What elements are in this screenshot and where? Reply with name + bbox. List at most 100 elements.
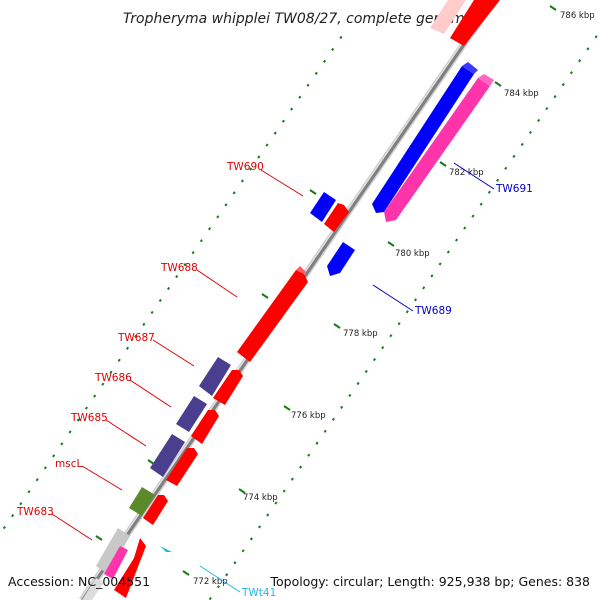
guide-dot xyxy=(331,417,335,421)
magenta-feature[interactable] xyxy=(384,78,490,222)
gene-label-twt41[interactable]: TWt41 xyxy=(241,587,276,599)
gene-label-tw686[interactable]: TW686 xyxy=(94,372,132,384)
guide-dot xyxy=(578,59,582,63)
guide-dot xyxy=(290,477,294,481)
guide-dot xyxy=(504,166,508,170)
tick-label: 778 kbp xyxy=(343,329,378,339)
tick-mark xyxy=(147,459,155,465)
tick-label: 774 kbp xyxy=(243,493,278,503)
gene-label-tw687[interactable]: TW687 xyxy=(117,332,155,344)
forward-strand-features xyxy=(82,192,349,600)
gene-tw686-purple-feature[interactable] xyxy=(176,396,207,432)
guide-dot xyxy=(323,429,327,433)
guide-dot xyxy=(569,71,573,75)
gene-label-tw683[interactable]: TW683 xyxy=(16,506,54,518)
tick-mark xyxy=(494,81,502,87)
guide-dot xyxy=(348,393,352,398)
tick-label: 776 kbp xyxy=(291,411,326,421)
guide-dot xyxy=(125,346,130,350)
guide-dot xyxy=(266,513,270,517)
gene-tw690-blue-feature[interactable] xyxy=(310,192,336,222)
guide-dot xyxy=(225,573,229,577)
guide-dot xyxy=(158,298,162,303)
guide-dot xyxy=(134,334,138,338)
tick-label: 780 kbp xyxy=(395,249,430,259)
tick-mark xyxy=(439,161,447,167)
guide-dot xyxy=(397,322,401,326)
gene-label-mscl[interactable]: mscL xyxy=(55,458,82,470)
guide-dot xyxy=(232,191,236,195)
gene-label-tw685[interactable]: TW685 xyxy=(70,412,108,424)
guide-dot xyxy=(315,441,319,445)
gene-label-tw691[interactable]: TW691 xyxy=(495,183,533,195)
guide-dot xyxy=(216,585,221,589)
guide-dot xyxy=(594,35,598,39)
grey-feature[interactable] xyxy=(96,528,130,574)
tick-mark xyxy=(283,405,291,411)
guide-dot xyxy=(537,118,541,123)
gene-tw690-feature[interactable] xyxy=(324,203,349,232)
gene-tw683-feature[interactable] xyxy=(114,538,146,598)
gene-mscl-olive-feature[interactable] xyxy=(129,487,155,516)
guide-dot xyxy=(389,334,393,338)
gene-tw685-feature[interactable] xyxy=(166,448,198,486)
gene-tw687-feature[interactable] xyxy=(213,370,243,405)
tick-mark xyxy=(309,189,317,195)
guide-dot xyxy=(455,238,459,242)
guide-dot xyxy=(117,358,121,362)
leader-tw691 xyxy=(453,162,495,190)
guide-dot xyxy=(430,274,434,278)
guide-dot xyxy=(265,143,269,147)
guide-dot xyxy=(281,119,285,123)
gene-tw683-magenta-feature[interactable] xyxy=(104,546,128,579)
top-pink-feature[interactable] xyxy=(430,0,466,34)
gene-tw691-feature[interactable] xyxy=(372,66,474,213)
tick-mark xyxy=(549,5,557,11)
gene-label-tw690[interactable]: TW690 xyxy=(226,161,264,173)
guide-dot xyxy=(257,155,261,159)
leader-tw687 xyxy=(152,339,195,367)
leader-twt41 xyxy=(199,565,241,593)
guide-dot xyxy=(586,47,590,51)
guide-dot xyxy=(298,95,302,99)
guide-dot xyxy=(381,346,385,350)
gene-tw685-purple-feature[interactable] xyxy=(150,434,185,477)
leader-mscl xyxy=(81,465,123,491)
guide-dot xyxy=(471,214,475,218)
top-red-feature[interactable] xyxy=(450,0,500,46)
guide-dot xyxy=(183,263,187,267)
guide-dot xyxy=(208,227,212,231)
gene-tw689-feature[interactable] xyxy=(327,242,355,276)
guide-dot xyxy=(11,514,15,518)
guide-dot xyxy=(43,466,47,470)
guide-dot xyxy=(60,442,64,446)
gene-tw691-shade xyxy=(462,62,478,74)
guide-dot xyxy=(68,430,72,434)
trna-twt41-feature[interactable] xyxy=(160,546,172,552)
gene-label-tw688[interactable]: TW688 xyxy=(160,262,198,274)
guide-dot xyxy=(545,106,549,111)
leader-tw683 xyxy=(51,513,93,541)
gene-labels: TW683 mscL TW685 TW686 TW687 TW688 TW690… xyxy=(16,161,533,599)
guide-dot xyxy=(561,83,565,87)
guide-dot xyxy=(322,59,326,63)
gene-tw686-feature[interactable] xyxy=(191,410,219,444)
guide-dot xyxy=(307,453,311,457)
guide-dot xyxy=(241,549,245,553)
gene-tw688-feature[interactable] xyxy=(237,270,308,362)
guide-dot xyxy=(93,394,97,398)
tick-label: 782 kbp xyxy=(449,168,484,178)
guide-dot xyxy=(109,370,113,374)
tick-mark xyxy=(95,535,103,541)
bottom-feature[interactable] xyxy=(82,578,104,600)
guide-dots xyxy=(2,35,598,600)
gene-mscl-feature[interactable] xyxy=(143,495,168,525)
guide-dot xyxy=(413,298,418,302)
leader-tw688 xyxy=(196,269,238,298)
gene-label-tw689[interactable]: TW689 xyxy=(414,305,452,317)
gene-tw687-purple-feature[interactable] xyxy=(199,357,231,396)
label-leaders xyxy=(51,162,495,593)
magenta-feature-shade xyxy=(478,74,494,86)
tick-marks xyxy=(95,5,557,576)
